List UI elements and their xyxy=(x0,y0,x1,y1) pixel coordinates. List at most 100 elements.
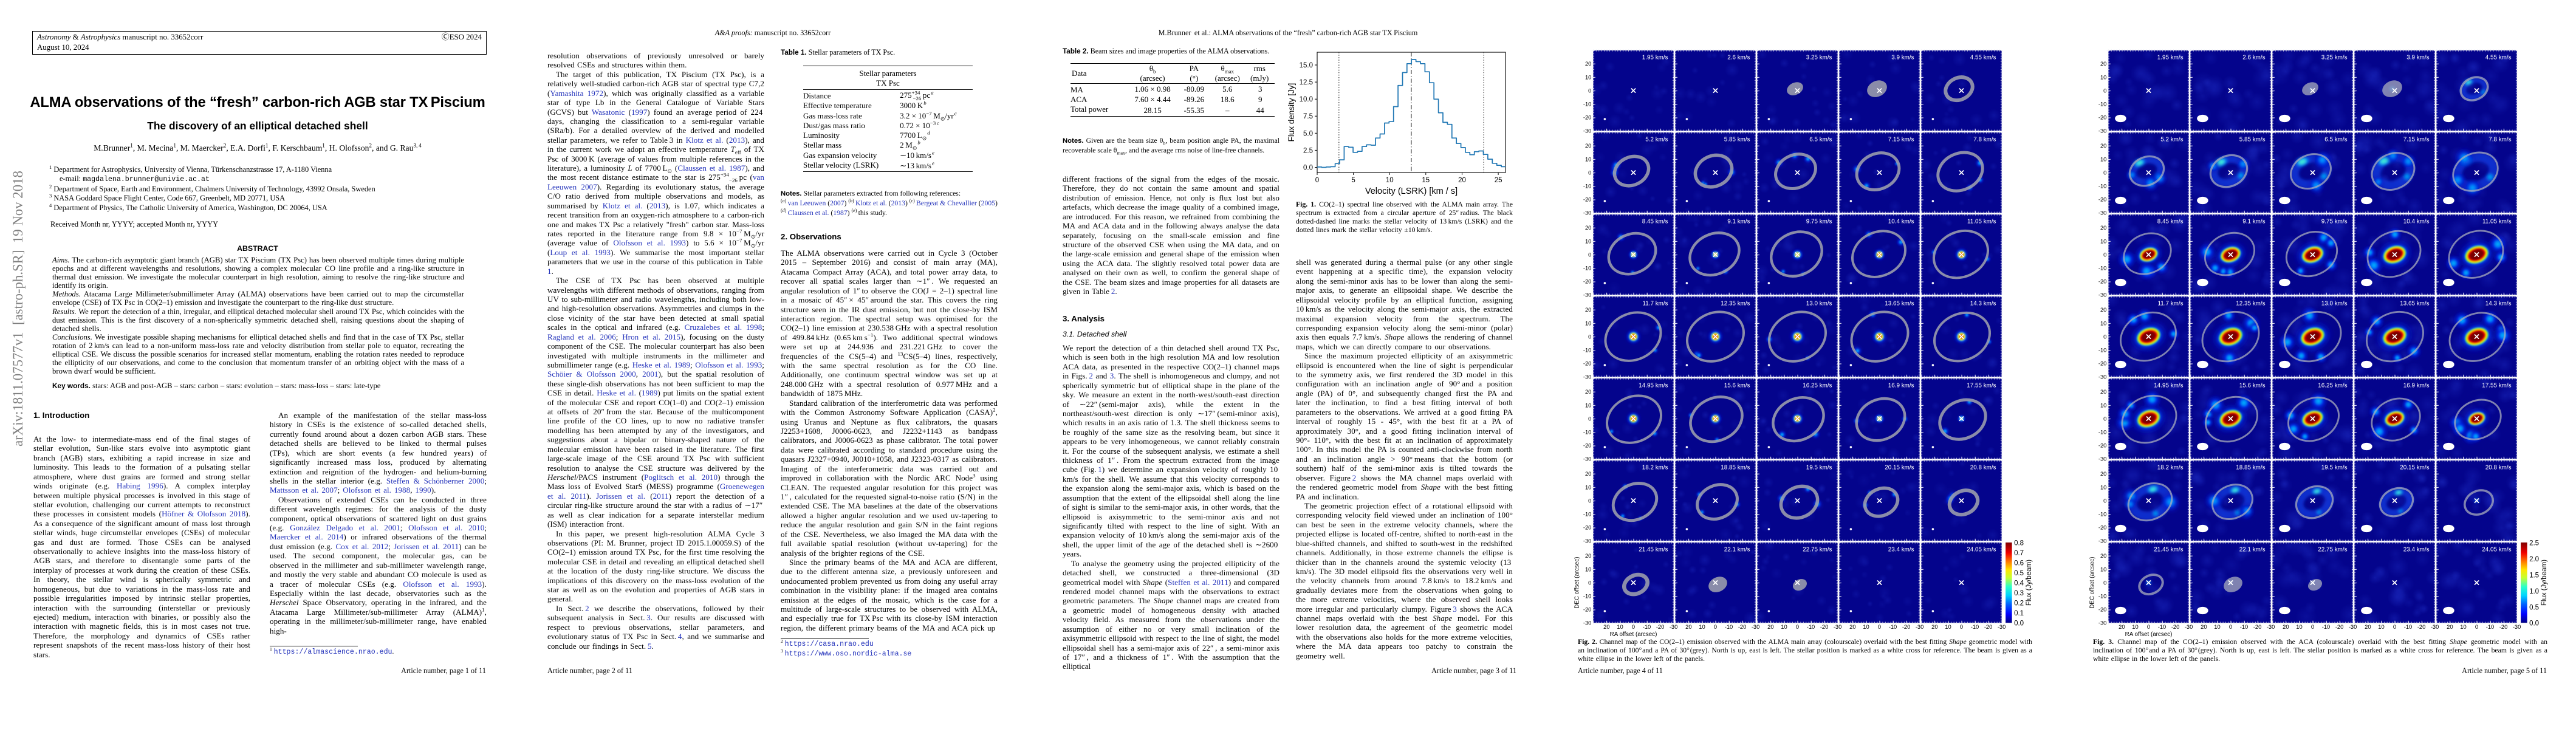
svg-text:-10: -10 xyxy=(1583,182,1592,189)
svg-text:20: 20 xyxy=(1603,623,1609,630)
svg-text:-20: -20 xyxy=(1656,623,1665,630)
svg-text:-30: -30 xyxy=(2098,537,2107,544)
svg-text:21.45 km/s: 21.45 km/s xyxy=(2154,547,2183,553)
svg-text:-30: -30 xyxy=(2185,623,2193,630)
svg-text:-30: -30 xyxy=(1583,373,1592,380)
svg-text:22.1 km/s: 22.1 km/s xyxy=(2239,547,2266,553)
svg-text:-20: -20 xyxy=(1902,623,1911,630)
svg-text:14.95 km/s: 14.95 km/s xyxy=(1639,383,1668,389)
svg-text:-30: -30 xyxy=(1834,623,1842,630)
svg-text:0.7: 0.7 xyxy=(2014,550,2024,557)
svg-text:18.2 km/s: 18.2 km/s xyxy=(2157,465,2184,471)
svg-text:0: 0 xyxy=(1960,623,1963,630)
svg-text:20: 20 xyxy=(2100,142,2106,149)
svg-text:10: 10 xyxy=(2132,623,2138,630)
svg-text:7.8 km/s: 7.8 km/s xyxy=(2489,137,2511,143)
svg-text:-10: -10 xyxy=(2158,623,2167,630)
svg-text:-10: -10 xyxy=(1583,592,1592,599)
svg-text:10: 10 xyxy=(1386,177,1394,184)
svg-text:-30: -30 xyxy=(1583,209,1592,216)
svg-text:20: 20 xyxy=(2447,623,2453,630)
svg-text:10: 10 xyxy=(1781,623,1787,630)
svg-text:8.45 km/s: 8.45 km/s xyxy=(1642,219,1668,225)
svg-text:11.05 km/s: 11.05 km/s xyxy=(1967,219,1996,225)
svg-text:20: 20 xyxy=(1585,60,1591,67)
svg-text:-10: -10 xyxy=(2098,592,2107,599)
svg-text:2.5: 2.5 xyxy=(2529,540,2539,547)
svg-text:-20: -20 xyxy=(2499,623,2508,630)
svg-text:0: 0 xyxy=(1588,87,1591,94)
svg-text:18.85 km/s: 18.85 km/s xyxy=(1721,465,1750,471)
svg-text:16.9 km/s: 16.9 km/s xyxy=(2403,383,2430,389)
svg-text:10: 10 xyxy=(1585,484,1591,490)
svg-text:-10: -10 xyxy=(2486,623,2495,630)
svg-text:10.4 km/s: 10.4 km/s xyxy=(1888,219,1914,225)
svg-text:-30: -30 xyxy=(1998,623,2006,630)
svg-text:0.2: 0.2 xyxy=(2014,600,2024,608)
svg-text:-20: -20 xyxy=(1583,196,1592,202)
svg-text:0: 0 xyxy=(1632,623,1635,630)
svg-text:13.65 km/s: 13.65 km/s xyxy=(1885,301,1914,307)
svg-text:0.5: 0.5 xyxy=(2529,604,2539,611)
svg-text:-30: -30 xyxy=(2349,623,2357,630)
svg-text:9.75 km/s: 9.75 km/s xyxy=(1806,219,1832,225)
svg-text:20: 20 xyxy=(2100,60,2106,67)
svg-text:0: 0 xyxy=(2103,415,2106,422)
svg-text:-30: -30 xyxy=(1752,623,1760,630)
svg-text:Velocity (LSRK) [km / s]: Velocity (LSRK) [km / s] xyxy=(1365,187,1458,196)
svg-text:-20: -20 xyxy=(1583,524,1592,530)
svg-text:-10: -10 xyxy=(1583,346,1592,353)
svg-text:0: 0 xyxy=(1796,623,1799,630)
svg-text:6.5 km/s: 6.5 km/s xyxy=(2324,137,2347,143)
svg-text:20: 20 xyxy=(2100,306,2106,313)
svg-text:-20: -20 xyxy=(1984,623,1993,630)
svg-text:20: 20 xyxy=(2283,623,2289,630)
svg-text:-20: -20 xyxy=(2098,360,2107,366)
svg-text:0: 0 xyxy=(1588,251,1591,258)
svg-text:-30: -30 xyxy=(1583,127,1592,134)
svg-text:17.55 km/s: 17.55 km/s xyxy=(2482,383,2511,389)
svg-text:-30: -30 xyxy=(2431,623,2439,630)
svg-text:2.6 km/s: 2.6 km/s xyxy=(2242,55,2265,61)
svg-text:20.8 km/s: 20.8 km/s xyxy=(1970,465,1996,471)
svg-text:20: 20 xyxy=(2119,623,2125,630)
svg-text:11.7 km/s: 11.7 km/s xyxy=(2158,301,2184,307)
svg-text:1.0: 1.0 xyxy=(2529,588,2539,595)
svg-text:5.0: 5.0 xyxy=(1303,130,1313,137)
svg-text:-30: -30 xyxy=(1916,623,1924,630)
svg-text:-20: -20 xyxy=(1583,114,1592,120)
svg-text:15.6 km/s: 15.6 km/s xyxy=(1724,383,1750,389)
svg-text:-10: -10 xyxy=(1725,623,1733,630)
svg-text:-20: -20 xyxy=(2335,623,2344,630)
svg-text:12.35 km/s: 12.35 km/s xyxy=(1721,301,1750,307)
svg-text:-20: -20 xyxy=(2098,278,2107,284)
svg-text:-30: -30 xyxy=(2513,623,2521,630)
svg-text:10: 10 xyxy=(2100,238,2106,244)
svg-text:20: 20 xyxy=(2100,470,2106,477)
svg-text:2.6 km/s: 2.6 km/s xyxy=(1727,55,1750,61)
svg-text:10.0: 10.0 xyxy=(1300,96,1313,103)
svg-text:RA offset (arcsec): RA offset (arcsec) xyxy=(1610,631,1657,638)
svg-text:0: 0 xyxy=(2103,87,2106,94)
svg-text:-10: -10 xyxy=(1583,100,1592,107)
svg-text:-30: -30 xyxy=(1583,537,1592,544)
svg-text:-20: -20 xyxy=(1583,442,1592,448)
svg-text:12.35 km/s: 12.35 km/s xyxy=(2236,301,2265,307)
svg-text:-10: -10 xyxy=(2098,510,2107,517)
svg-text:-30: -30 xyxy=(1670,623,1678,630)
svg-text:0: 0 xyxy=(1588,497,1591,504)
svg-text:-20: -20 xyxy=(2098,196,2107,202)
svg-text:-10: -10 xyxy=(2098,100,2107,107)
svg-text:10: 10 xyxy=(2100,566,2106,572)
svg-text:-30: -30 xyxy=(2098,291,2107,298)
svg-text:Flux (Jy/beam): Flux (Jy/beam) xyxy=(2541,560,2548,606)
svg-text:20: 20 xyxy=(1685,623,1691,630)
svg-text:10: 10 xyxy=(1585,156,1591,162)
svg-text:-10: -10 xyxy=(1583,510,1592,517)
svg-text:-20: -20 xyxy=(2417,623,2426,630)
svg-text:16.25 km/s: 16.25 km/s xyxy=(2318,383,2347,389)
svg-text:20: 20 xyxy=(1585,142,1591,149)
svg-text:9.1 km/s: 9.1 km/s xyxy=(1727,219,1750,225)
svg-text:1.95 km/s: 1.95 km/s xyxy=(1642,55,1668,61)
svg-text:0: 0 xyxy=(2103,251,2106,258)
